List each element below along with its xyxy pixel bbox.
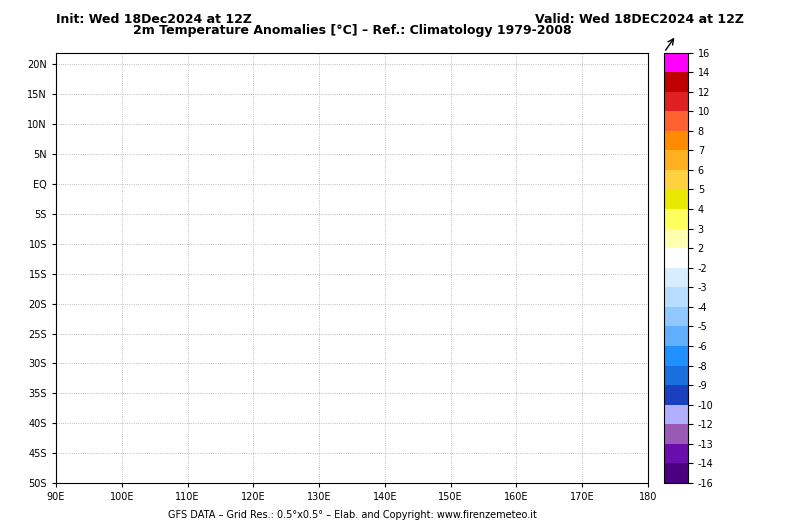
Text: 2m Temperature Anomalies [°C] – Ref.: Climatology 1979-2008: 2m Temperature Anomalies [°C] – Ref.: Cl… [133, 24, 571, 37]
Text: GFS DATA – Grid Res.: 0.5°x0.5° – Elab. and Copyright: www.firenzemeteo.it: GFS DATA – Grid Res.: 0.5°x0.5° – Elab. … [167, 510, 537, 520]
Text: Init: Wed 18Dec2024 at 12Z: Init: Wed 18Dec2024 at 12Z [56, 13, 252, 26]
Text: Valid: Wed 18DEC2024 at 12Z: Valid: Wed 18DEC2024 at 12Z [535, 13, 744, 26]
